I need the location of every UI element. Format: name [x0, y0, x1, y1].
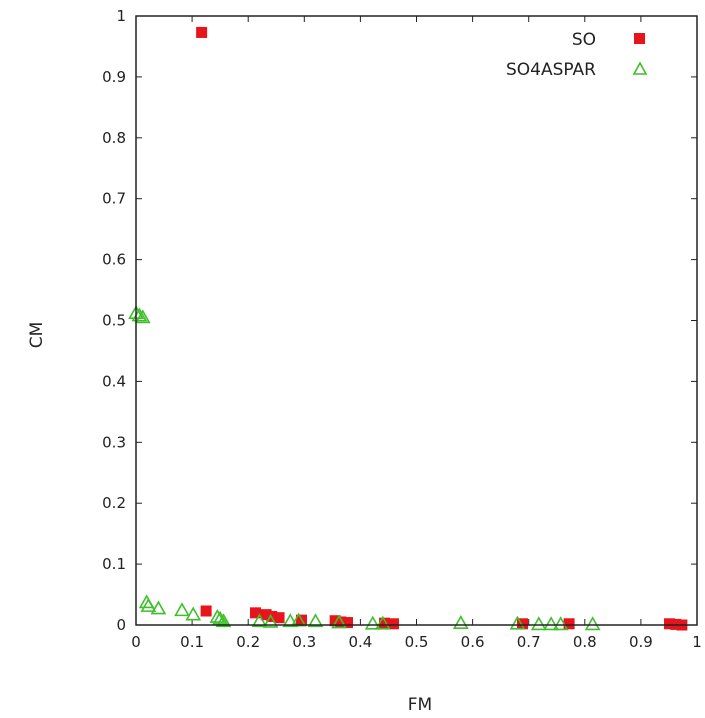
y-tick-label: 0.7	[102, 190, 126, 208]
legend-label-so4aspar: SO4ASPAR	[506, 60, 596, 80]
x-tick-label: 0.2	[236, 633, 260, 651]
data-point-so	[200, 605, 212, 617]
data-point-so	[273, 612, 285, 624]
data-point-so4aspar	[251, 613, 268, 628]
data-point-so4aspar	[509, 615, 526, 630]
y-tick-label: 0.8	[102, 129, 126, 147]
x-tick-label: 0.9	[629, 633, 653, 651]
x-tick-label: 0.4	[348, 633, 372, 651]
data-point-so	[379, 617, 391, 629]
y-axis-label: CM	[27, 322, 47, 349]
ticks-layer: 0 0.1 0.2 0.3 0.4 0.5 0.6 0.7 0.8 0.9 1 0 0.1 0.2 0.3 0…	[102, 7, 702, 651]
data-point-so4aspar	[374, 615, 391, 630]
plot-frame	[135, 15, 698, 626]
data-point-so	[563, 618, 575, 630]
y-tick-label: 0	[116, 616, 126, 634]
y-tick-label: 0.5	[102, 312, 126, 330]
data-point-so4aspar	[185, 606, 202, 621]
data-point-so4aspar	[584, 616, 601, 631]
y-tick-label: 0.2	[102, 494, 126, 512]
legend-marker-so4aspar	[632, 61, 648, 75]
data-point-so4aspar	[552, 616, 569, 631]
x-tick-label: 0.5	[405, 633, 429, 651]
x-tick-label: 0	[131, 633, 141, 651]
y-tick-label: 0.1	[102, 555, 126, 573]
data-point-so	[664, 618, 676, 630]
data-point-so4aspar	[282, 613, 299, 628]
data-point-so4aspar	[262, 613, 279, 628]
points-layer	[128, 26, 688, 631]
y-tick-label: 0.9	[102, 68, 126, 86]
x-tick-label: 0.7	[517, 633, 541, 651]
data-point-so	[517, 618, 529, 630]
data-point-so4aspar	[452, 615, 469, 629]
data-point-so4aspar	[212, 610, 229, 625]
x-tick-label: 0.8	[573, 633, 597, 651]
data-point-so	[335, 616, 347, 628]
data-point-so	[341, 617, 353, 629]
data-point-so4aspar	[331, 614, 347, 629]
legend-marker-so	[634, 33, 645, 44]
y-tick-label: 1	[116, 7, 126, 25]
data-point-so	[387, 618, 399, 630]
x-tick-label: 0.1	[180, 633, 204, 651]
data-point-so4aspar	[215, 613, 232, 628]
data-point-so4aspar	[307, 613, 324, 628]
x-tick-label: 1	[692, 633, 702, 651]
x-axis-label: FM	[408, 695, 432, 715]
legend-label-so: SO	[572, 30, 596, 50]
data-point-so	[196, 26, 208, 38]
legend: SO SO4ASPAR	[506, 30, 648, 80]
data-point-so4aspar	[209, 608, 226, 623]
y-tick-label: 0.6	[102, 251, 126, 269]
x-tick-label: 0.6	[461, 633, 485, 651]
data-point-so4aspar	[364, 615, 381, 630]
data-point-so	[249, 607, 261, 619]
data-point-so	[260, 609, 272, 621]
data-point-so4aspar	[134, 309, 151, 324]
data-point-so4aspar	[140, 597, 157, 612]
y-tick-label: 0.3	[102, 433, 126, 451]
data-point-so4aspar	[150, 600, 167, 615]
data-point-so	[329, 615, 341, 627]
y-tick-label: 0.4	[102, 372, 126, 390]
data-point-so4aspar	[174, 602, 190, 617]
data-point-so4aspar	[543, 616, 560, 631]
x-tick-label: 0.3	[292, 633, 316, 651]
data-point-so4aspar	[530, 616, 547, 631]
